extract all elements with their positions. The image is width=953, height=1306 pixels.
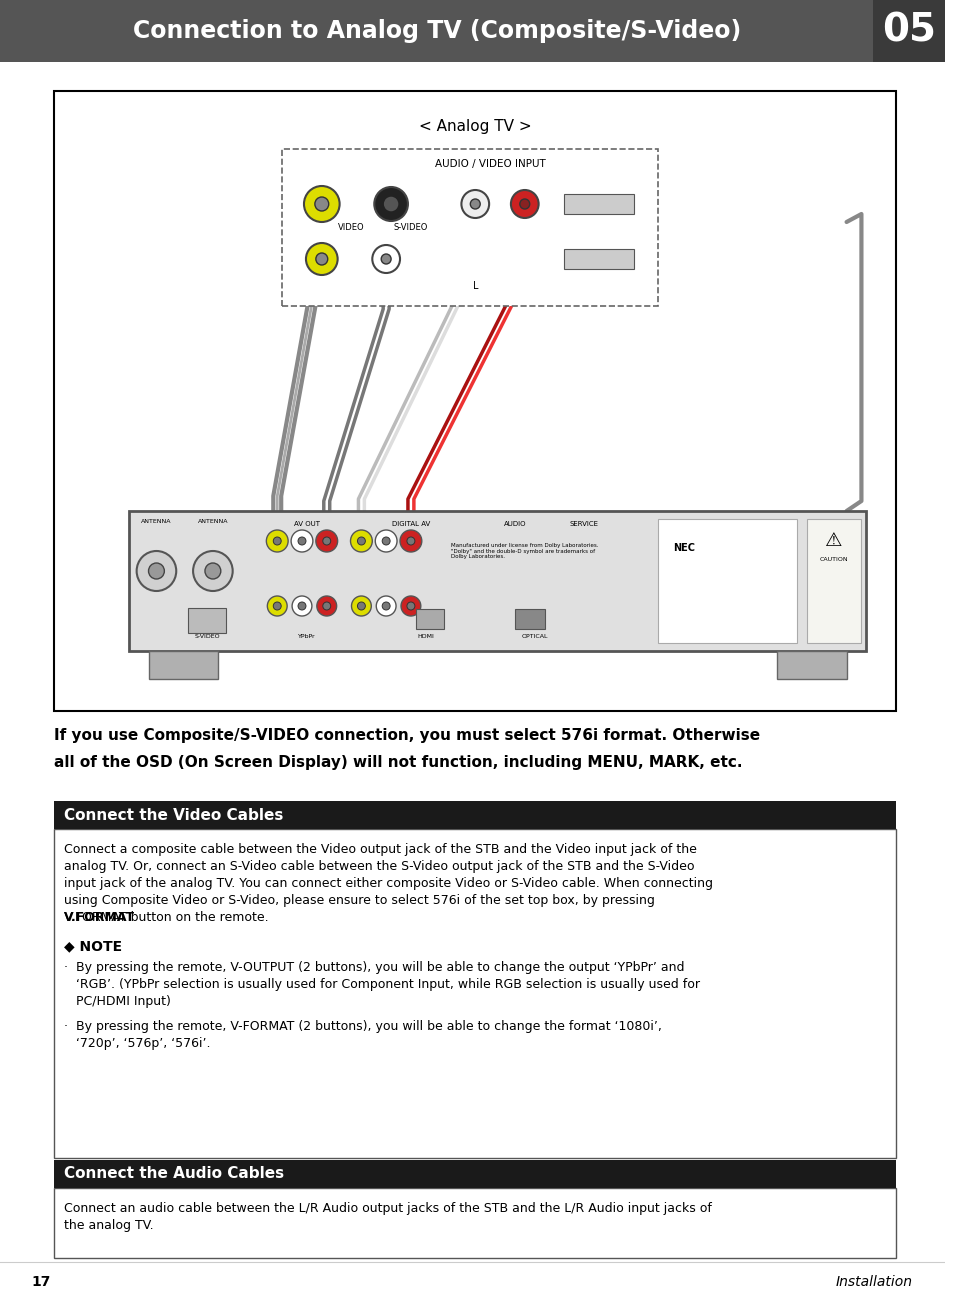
Circle shape	[193, 551, 233, 592]
Text: PC/HDMI Input): PC/HDMI Input)	[64, 995, 171, 1008]
Text: the analog TV.: the analog TV.	[64, 1218, 153, 1232]
Text: ‘RGB’. (YPbPr selection is usually used for Component Input, while RGB selection: ‘RGB’. (YPbPr selection is usually used …	[64, 978, 700, 991]
Circle shape	[316, 596, 336, 616]
Circle shape	[205, 563, 220, 579]
Text: AUDIO / VIDEO INPUT: AUDIO / VIDEO INPUT	[435, 159, 545, 168]
Text: ◆ NOTE: ◆ NOTE	[64, 939, 122, 953]
Text: ANTENNA: ANTENNA	[141, 518, 172, 524]
Text: CAUTION: CAUTION	[819, 556, 847, 562]
Text: Connect an audio cable between the L/R Audio output jacks of the STB and the L/R: Connect an audio cable between the L/R A…	[64, 1202, 712, 1215]
Circle shape	[149, 563, 164, 579]
Circle shape	[266, 530, 288, 552]
Bar	[54, 1188, 895, 1258]
Text: all of the OSD (On Screen Display) will not function, including MENU, MARK, etc.: all of the OSD (On Screen Display) will …	[54, 755, 742, 771]
Text: Connection to Analog TV (Composite/S-Video): Connection to Analog TV (Composite/S-Vid…	[132, 20, 740, 43]
Circle shape	[304, 185, 339, 222]
Circle shape	[519, 199, 529, 209]
Text: ANTENNA: ANTENNA	[197, 518, 228, 524]
Bar	[806, 518, 861, 643]
Circle shape	[407, 537, 415, 545]
Text: Installation: Installation	[835, 1275, 912, 1289]
Circle shape	[291, 530, 313, 552]
Circle shape	[297, 537, 306, 545]
Bar	[777, 650, 845, 679]
Circle shape	[461, 189, 489, 218]
Text: VIDEO: VIDEO	[337, 222, 364, 231]
Text: ‘720p’, ‘576p’, ‘576i’.: ‘720p’, ‘576p’, ‘576i’.	[64, 1037, 211, 1050]
Text: V.FORMAT: V.FORMAT	[64, 912, 135, 925]
Text: L: L	[472, 281, 477, 291]
Text: Connect the Video Cables: Connect the Video Cables	[64, 807, 283, 823]
Bar	[872, 0, 943, 61]
Circle shape	[315, 530, 337, 552]
Text: 17: 17	[31, 1275, 51, 1289]
Text: ⚠: ⚠	[824, 532, 841, 551]
Bar	[515, 609, 544, 629]
Text: < Analog TV >: < Analog TV >	[418, 119, 531, 133]
Text: DIGITAL AV: DIGITAL AV	[392, 521, 430, 528]
Text: YPbPr: YPbPr	[298, 633, 315, 639]
Circle shape	[470, 199, 479, 209]
Text: analog TV. Or, connect an S-Video cable between the S-Video output jack of the S: analog TV. Or, connect an S-Video cable …	[64, 859, 694, 872]
Circle shape	[374, 187, 408, 221]
Circle shape	[322, 537, 331, 545]
Circle shape	[292, 596, 312, 616]
Bar	[658, 518, 797, 643]
Circle shape	[357, 602, 365, 610]
Text: AUDIO: AUDIO	[503, 521, 525, 528]
Text: V.FORMAT button on the remote.: V.FORMAT button on the remote.	[64, 912, 269, 925]
Circle shape	[267, 596, 287, 616]
Text: NEC: NEC	[673, 543, 695, 552]
Bar	[188, 609, 226, 633]
Circle shape	[350, 530, 372, 552]
Text: HDMI: HDMI	[416, 633, 434, 639]
Circle shape	[382, 602, 390, 610]
Circle shape	[273, 602, 281, 610]
Text: S-VIDEO: S-VIDEO	[394, 222, 428, 231]
Bar	[54, 801, 895, 829]
Bar	[564, 195, 633, 214]
Bar	[54, 91, 895, 710]
Text: SERVICE: SERVICE	[569, 521, 598, 528]
Text: Connect a composite cable between the Video output jack of the STB and the Video: Connect a composite cable between the Vi…	[64, 842, 697, 855]
Text: using Composite Video or S-Video, please ensure to select 576i of the set top bo: using Composite Video or S-Video, please…	[64, 895, 655, 906]
Bar	[282, 149, 658, 306]
Circle shape	[375, 596, 395, 616]
Text: OPTICAL: OPTICAL	[521, 633, 547, 639]
Circle shape	[136, 551, 176, 592]
Text: ·  By pressing the remote, V-OUTPUT (2 buttons), you will be able to change the : · By pressing the remote, V-OUTPUT (2 bu…	[64, 961, 684, 974]
Circle shape	[315, 253, 328, 265]
Bar	[54, 1160, 895, 1188]
Text: ·  By pressing the remote, V-FORMAT (2 buttons), you will be able to change the : · By pressing the remote, V-FORMAT (2 bu…	[64, 1020, 661, 1033]
Circle shape	[382, 537, 390, 545]
Bar	[564, 249, 633, 269]
Circle shape	[511, 189, 538, 218]
Circle shape	[297, 602, 306, 610]
Text: Connect the Audio Cables: Connect the Audio Cables	[64, 1166, 284, 1182]
Circle shape	[372, 246, 399, 273]
Text: input jack of the analog TV. You can connect either composite Video or S-Video c: input jack of the analog TV. You can con…	[64, 878, 713, 889]
Text: AV OUT: AV OUT	[294, 521, 319, 528]
Text: S-VIDEO: S-VIDEO	[195, 633, 220, 639]
Circle shape	[375, 530, 396, 552]
Text: 05: 05	[881, 12, 935, 50]
Bar	[129, 511, 865, 650]
Circle shape	[306, 243, 337, 276]
Bar	[0, 0, 943, 61]
Circle shape	[399, 530, 421, 552]
Circle shape	[357, 537, 365, 545]
Circle shape	[381, 253, 391, 264]
Text: If you use Composite/S-VIDEO connection, you must select 576i format. Otherwise: If you use Composite/S-VIDEO connection,…	[54, 727, 760, 743]
Circle shape	[314, 197, 329, 212]
Circle shape	[322, 602, 331, 610]
Text: Manufactured under license from Dolby Laboratories.
"Dolby" and the double-D sym: Manufactured under license from Dolby La…	[450, 543, 598, 559]
Circle shape	[273, 537, 281, 545]
Circle shape	[351, 596, 371, 616]
Circle shape	[383, 196, 398, 212]
Bar	[416, 609, 443, 629]
Circle shape	[407, 602, 415, 610]
Bar	[54, 829, 895, 1158]
Bar	[149, 650, 217, 679]
Circle shape	[400, 596, 420, 616]
